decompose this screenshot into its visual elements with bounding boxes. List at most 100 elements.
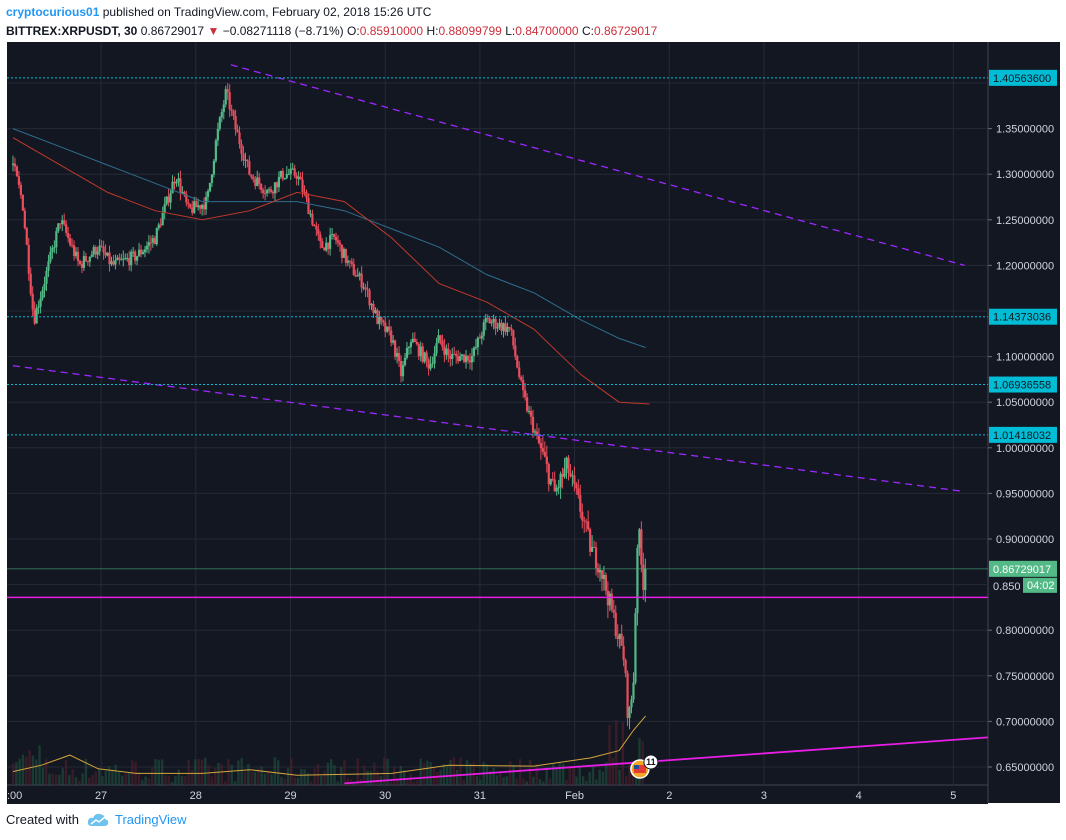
volume-bar xyxy=(290,758,293,785)
candle-down xyxy=(248,161,251,175)
candle-up xyxy=(145,245,149,250)
candle-down xyxy=(134,251,137,261)
candle-up xyxy=(244,159,247,161)
volume-bar xyxy=(137,771,141,785)
volume-bar xyxy=(399,765,402,785)
volume-bar xyxy=(333,765,336,785)
volume-bar xyxy=(455,769,459,785)
trendline-upper-dashed xyxy=(230,64,965,267)
volume-bar xyxy=(250,772,253,785)
countdown-tag xyxy=(1023,577,1057,593)
candle-up xyxy=(208,182,212,192)
volume-bar xyxy=(634,777,638,785)
volume-bar xyxy=(48,773,51,785)
volume-bar xyxy=(101,776,104,785)
candle-up xyxy=(498,322,501,328)
candle-up xyxy=(11,163,15,166)
candle-up xyxy=(141,252,145,255)
volume-bar xyxy=(240,758,243,785)
candle-up xyxy=(256,177,259,186)
volume-bar xyxy=(84,758,88,785)
candle-down xyxy=(443,346,446,355)
candle-up xyxy=(431,363,434,365)
candle-down xyxy=(149,242,152,244)
volume-bar xyxy=(522,778,525,785)
level-price-label: 1.14373036 xyxy=(993,312,1051,324)
volume-bar xyxy=(562,763,565,785)
candle-up xyxy=(57,223,60,232)
candle-down xyxy=(104,252,107,256)
volume-bar xyxy=(44,759,48,785)
candle-down xyxy=(70,244,74,246)
volume-bar xyxy=(389,779,393,785)
candle-down xyxy=(299,176,302,180)
time-axis[interactable] xyxy=(7,785,988,804)
candle-down xyxy=(179,178,182,193)
candle-up xyxy=(506,326,509,333)
volume-bar xyxy=(369,771,373,785)
candle-up xyxy=(35,307,38,324)
candle-down xyxy=(108,252,111,265)
candle-up xyxy=(126,257,129,259)
candle-down xyxy=(626,673,629,718)
candle-up xyxy=(147,242,151,246)
volume-bar xyxy=(558,762,562,785)
candle-up xyxy=(630,699,633,708)
candle-up xyxy=(433,353,436,364)
candle-up xyxy=(212,160,216,175)
candle-up xyxy=(608,593,611,606)
candle-up xyxy=(277,176,281,188)
candle-up xyxy=(437,335,440,344)
volume-bar xyxy=(151,767,154,785)
price-tick-label: 1.35000000 xyxy=(996,124,1054,136)
candle-down xyxy=(372,303,375,313)
candle-up xyxy=(175,181,178,184)
candle-down xyxy=(360,273,363,288)
volume-bar xyxy=(449,759,452,785)
candle-down xyxy=(394,340,397,357)
candle-up xyxy=(55,231,58,248)
candle-up xyxy=(370,303,373,306)
candle-down xyxy=(338,242,342,245)
candle-up xyxy=(193,201,196,213)
volume-bar xyxy=(111,769,114,785)
candle-up xyxy=(461,354,464,357)
candle-up xyxy=(329,235,332,249)
close-value: 0.86729017 xyxy=(593,24,658,38)
volume-bar xyxy=(273,757,277,785)
candle-down xyxy=(397,353,401,361)
candle-down xyxy=(539,443,542,449)
candle-up xyxy=(618,633,621,640)
candle-up xyxy=(51,247,54,252)
volume-bar xyxy=(545,767,548,785)
time-tick-label: 31 xyxy=(474,790,486,802)
level-price-tag xyxy=(989,308,1057,325)
plot-area[interactable] xyxy=(7,42,988,785)
price-chart[interactable]: 1.35000000 1.30000000 1.25000000 1.20000000… xyxy=(0,42,1062,804)
candle-up xyxy=(285,174,288,179)
volume-bar xyxy=(204,757,207,785)
volume-bar xyxy=(356,758,359,785)
candle-down xyxy=(94,246,97,255)
candle-down xyxy=(27,244,30,274)
candle-up xyxy=(474,347,477,349)
volume-bar xyxy=(383,757,386,785)
candle-down xyxy=(547,464,550,485)
candle-up xyxy=(309,213,312,215)
moving-average-fast xyxy=(12,137,650,405)
candle-down xyxy=(384,322,387,332)
volume-bar xyxy=(581,776,585,785)
candle-down xyxy=(246,159,249,162)
volume-bar xyxy=(184,776,187,785)
volume-bar xyxy=(346,778,349,785)
price-axis[interactable] xyxy=(988,42,1060,803)
candle-down xyxy=(15,166,19,177)
tradingview-brand-link[interactable]: TradingView xyxy=(114,812,187,827)
author-name[interactable]: cryptocurious01 xyxy=(6,5,100,19)
volume-bar xyxy=(187,759,190,785)
volume-bar xyxy=(97,768,101,785)
economic-events-badge[interactable]: 11 xyxy=(630,754,659,779)
volume-bar xyxy=(230,764,233,785)
volume-bar xyxy=(406,780,409,785)
price-tick-label: 1.25000000 xyxy=(996,215,1054,227)
